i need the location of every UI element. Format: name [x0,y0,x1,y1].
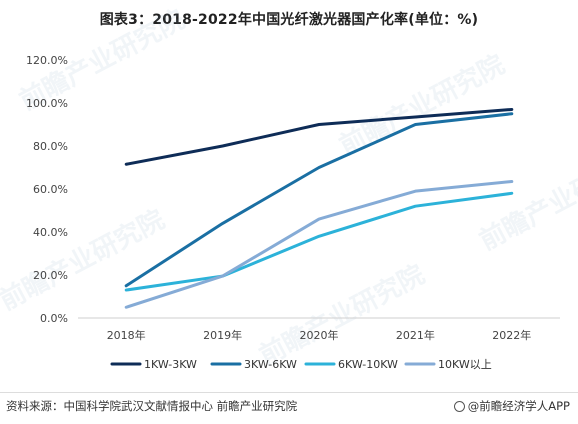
legend: 1KW-3KW 3KW-6KW 6KW-10KW 10KW以上 [110,358,492,371]
series-line-4 [124,179,514,309]
y-tick-label: 40.0% [33,226,68,239]
line-chart: 0.0% 20.0% 40.0% 60.0% 80.0% 100.0% 120.0% 2018… [26,54,560,371]
axes: 0.0% 20.0% 40.0% 60.0% 80.0% 100.0% 120.0% 2018… [26,54,560,342]
brand-credit: @前瞻经济学人APP [453,398,570,414]
x-tick-label: 2021年 [396,328,435,342]
y-tick-label: 120.0% [26,54,68,67]
legend-label: 10KW以上 [438,358,492,371]
footer-divider [0,392,578,393]
x-tick-label: 2018年 [107,328,146,342]
legend-label: 3KW-6KW [244,358,297,371]
series-line-3 [124,191,514,292]
brand-logo-icon [453,401,465,412]
y-tick-label: 60.0% [33,183,68,196]
series-line-2 [124,112,514,288]
legend-label: 6KW-10KW [338,358,398,371]
series-lines [124,107,514,309]
legend-label: 1KW-3KW [144,358,197,371]
chart-title: 图表3：2018-2022年中国光纤激光器国产化率(单位：%) [99,12,479,28]
y-tick-label: 100.0% [26,97,68,110]
y-tick-label: 0.0% [40,312,68,325]
x-tick-label: 2020年 [300,328,339,342]
x-tick-label: 2019年 [203,328,242,342]
x-tick-label: 2022年 [492,328,531,342]
brand-text: @前瞻经济学人APP [467,399,570,413]
series-line-1 [124,107,514,166]
y-tick-label: 80.0% [33,140,68,153]
source-note: 资料来源：中国科学院武汉文献情报中心 前瞻产业研究院 [6,399,298,413]
y-tick-label: 20.0% [33,269,68,282]
